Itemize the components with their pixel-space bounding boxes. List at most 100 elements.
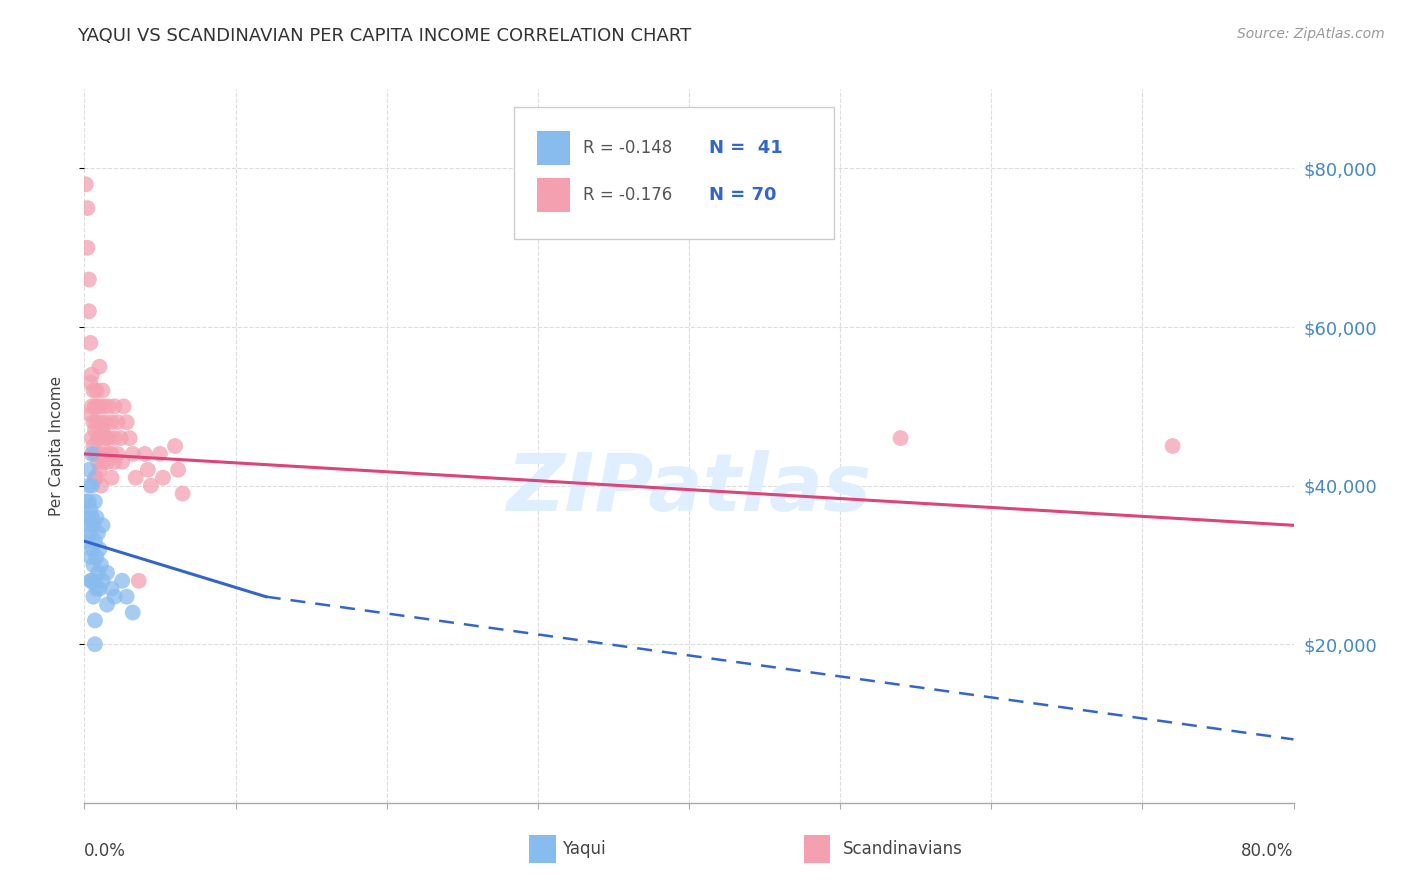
Point [82, 590, 104, 604]
Text: 0.0%: 0.0% [84, 842, 127, 860]
Point [84, 400, 107, 414]
Point [77, 272, 100, 286]
Point [87, 431, 110, 445]
Point [77, 304, 100, 318]
Point [125, 471, 148, 485]
Text: ZIPatlas: ZIPatlas [506, 450, 872, 528]
Point [79, 526, 101, 541]
Point [79, 549, 101, 564]
Point [76, 510, 98, 524]
Point [90, 478, 112, 492]
Point [90, 558, 112, 572]
Point [172, 486, 194, 500]
FancyBboxPatch shape [537, 130, 571, 165]
Point [89, 542, 111, 557]
Point [77, 518, 100, 533]
Point [104, 455, 127, 469]
Point [84, 534, 107, 549]
Y-axis label: Per Capita Income: Per Capita Income [49, 376, 63, 516]
Point [77, 478, 100, 492]
Point [91, 455, 114, 469]
Point [167, 463, 190, 477]
Point [87, 455, 110, 469]
Point [86, 549, 108, 564]
Point [80, 542, 103, 557]
Point [80, 368, 103, 382]
Point [111, 455, 134, 469]
Point [94, 447, 117, 461]
Point [79, 502, 101, 516]
Point [84, 447, 107, 461]
Point [128, 574, 150, 588]
Point [84, 574, 107, 588]
Point [89, 582, 111, 596]
Point [79, 407, 101, 421]
Text: N = 70: N = 70 [710, 186, 778, 203]
Point [134, 447, 156, 461]
Text: N =  41: N = 41 [710, 139, 783, 157]
Point [96, 598, 118, 612]
Point [104, 590, 127, 604]
Point [84, 471, 107, 485]
Point [121, 447, 143, 461]
Point [112, 400, 135, 414]
Text: 80.0%: 80.0% [1241, 842, 1294, 860]
Text: Source: ZipAtlas.com: Source: ZipAtlas.com [1237, 27, 1385, 41]
Point [80, 400, 103, 414]
Point [87, 400, 110, 414]
Point [89, 359, 111, 374]
Point [77, 494, 100, 508]
Point [890, 431, 912, 445]
Point [89, 463, 111, 477]
Point [86, 471, 108, 485]
Point [152, 471, 174, 485]
Point [84, 494, 107, 508]
FancyBboxPatch shape [537, 178, 571, 212]
Point [104, 431, 127, 445]
Point [90, 415, 112, 429]
Point [100, 447, 122, 461]
Point [86, 582, 108, 596]
Point [107, 447, 129, 461]
Text: Yaqui: Yaqui [562, 840, 606, 858]
Text: R = -0.176: R = -0.176 [582, 186, 672, 203]
Point [96, 455, 118, 469]
Point [104, 400, 127, 414]
Point [75, 494, 97, 508]
Point [91, 423, 114, 437]
Point [89, 400, 111, 414]
Point [80, 574, 103, 588]
FancyBboxPatch shape [513, 107, 834, 239]
Point [91, 518, 114, 533]
Text: Scandinavians: Scandinavians [842, 840, 962, 858]
Text: R = -0.148: R = -0.148 [582, 139, 672, 157]
FancyBboxPatch shape [529, 835, 555, 863]
Point [165, 439, 187, 453]
Point [87, 566, 110, 580]
Point [100, 471, 122, 485]
Point [82, 415, 104, 429]
Point [82, 558, 104, 572]
Point [149, 447, 172, 461]
Point [86, 510, 108, 524]
Point [90, 447, 112, 461]
Point [86, 447, 108, 461]
FancyBboxPatch shape [804, 835, 831, 863]
Point [91, 574, 114, 588]
Point [84, 423, 107, 437]
Point [76, 534, 98, 549]
Point [100, 582, 122, 596]
Point [94, 415, 117, 429]
Point [136, 463, 159, 477]
Point [110, 431, 132, 445]
Point [121, 606, 143, 620]
Point [118, 431, 141, 445]
Point [75, 178, 97, 192]
Point [97, 400, 120, 414]
Point [80, 478, 103, 492]
Point [80, 510, 103, 524]
Point [93, 431, 115, 445]
Point [111, 574, 134, 588]
Point [115, 415, 138, 429]
Point [89, 431, 111, 445]
